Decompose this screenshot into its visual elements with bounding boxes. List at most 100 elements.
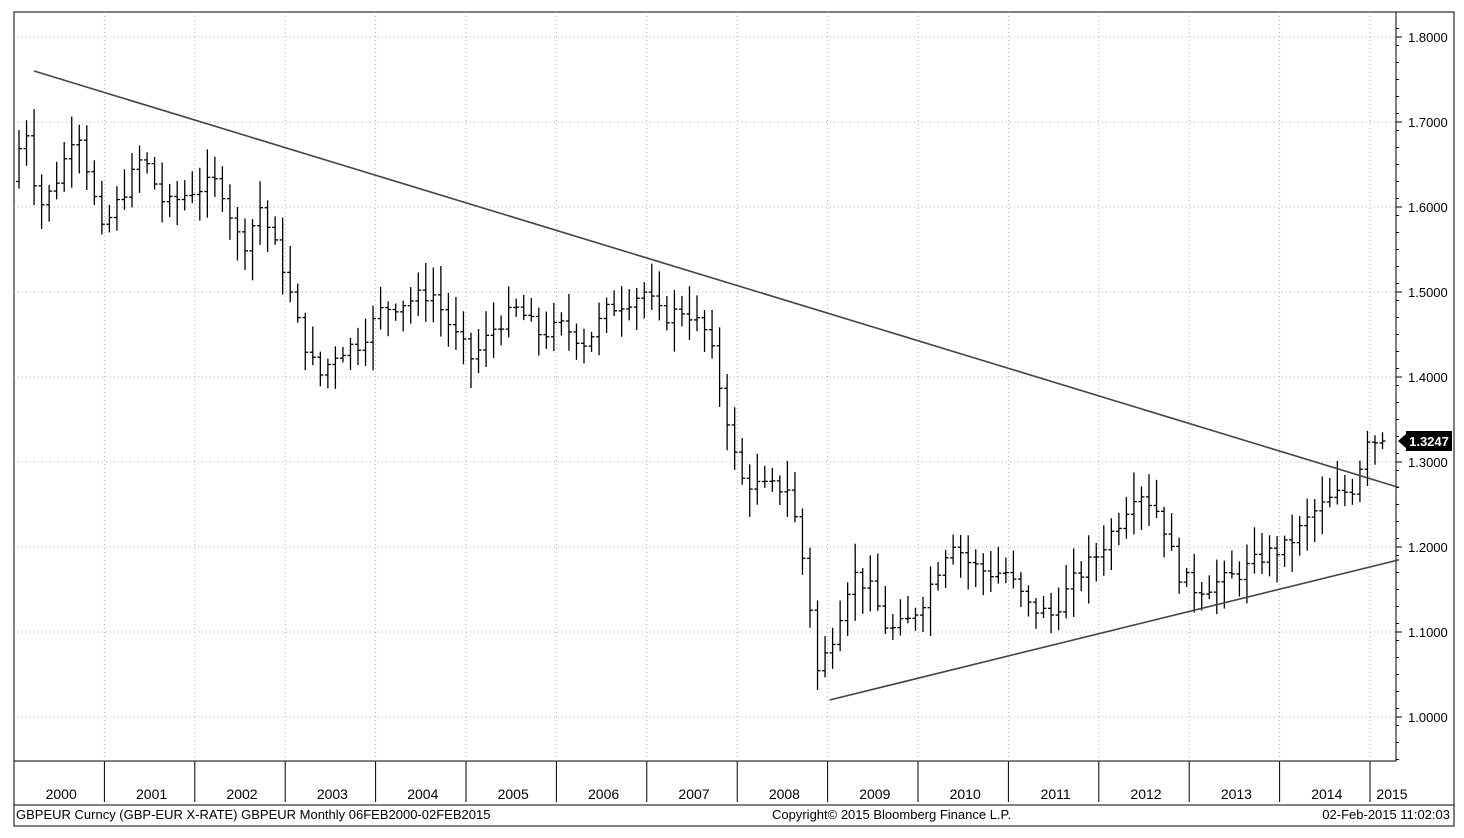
y-tick-label: 1.6000 <box>1408 200 1448 215</box>
ohlc-bar <box>83 125 90 191</box>
ohlc-bar <box>1176 537 1183 594</box>
ohlc-bar <box>400 300 407 332</box>
ohlc-bar <box>151 157 158 190</box>
ohlc-bar <box>1085 535 1092 604</box>
ohlc-bars <box>16 109 1386 690</box>
ohlc-bar <box>23 120 30 166</box>
ohlc-bar <box>633 288 640 331</box>
ohlc-bar <box>219 166 226 213</box>
ohlc-bar <box>46 184 53 222</box>
x-tick-label: 2015 <box>1376 786 1407 802</box>
ohlc-bar <box>1130 472 1137 535</box>
ohlc-bar <box>53 161 60 200</box>
ohlc-bar <box>257 181 264 245</box>
ohlc-bar <box>1206 575 1213 600</box>
ohlc-bar <box>377 287 384 330</box>
last-price-box <box>1406 431 1452 451</box>
ohlc-bar <box>279 217 286 295</box>
ohlc-bar <box>490 302 497 358</box>
ohlc-bar <box>1304 498 1311 551</box>
ohlc-bar <box>694 295 700 332</box>
ohlc-bar <box>565 293 572 351</box>
ohlc-bar <box>437 265 444 337</box>
ohlc-bar <box>1078 561 1085 592</box>
ohlc-bar <box>324 358 331 389</box>
ohlc-bar <box>392 303 399 321</box>
trendlines <box>33 70 1400 701</box>
ohlc-bar <box>882 586 889 635</box>
ohlc-bar <box>987 551 994 592</box>
ohlc-bar <box>935 561 942 591</box>
last-price-label: 1.3247 <box>1398 431 1452 451</box>
ohlc-bar <box>1010 550 1017 589</box>
ohlc-bar <box>867 555 874 612</box>
ohlc-bar <box>1311 499 1318 542</box>
ohlc-bar <box>648 263 655 311</box>
ohlc-bar <box>535 307 542 356</box>
ohlc-bar <box>709 309 716 359</box>
ohlc-bar <box>415 272 422 316</box>
x-tick-label: 2009 <box>859 786 890 802</box>
ohlc-bar <box>1259 532 1265 574</box>
x-tick-label: 2002 <box>226 786 257 802</box>
ohlc-bar <box>656 271 663 321</box>
ohlc-bar <box>370 305 377 371</box>
ohlc-bar <box>588 331 595 352</box>
x-tick-label: 2012 <box>1130 786 1161 802</box>
ohlc-bar <box>581 328 587 364</box>
ohlc-bar <box>98 180 105 235</box>
ohlc-bar <box>799 508 806 575</box>
ohlc-bar <box>611 290 618 316</box>
ohlc-bar <box>596 302 603 356</box>
ohlc-bar <box>746 464 753 517</box>
y-tick-label: 1.1000 <box>1408 625 1448 640</box>
ohlc-bar <box>1115 512 1122 546</box>
trendline-resistance <box>33 70 1400 489</box>
ohlc-bar <box>422 263 429 322</box>
ohlc-bar <box>1326 477 1333 508</box>
plot-frame <box>13 11 1397 762</box>
ohlc-bar <box>174 180 181 226</box>
y-tick-label: 1.5000 <box>1408 285 1448 300</box>
ohlc-bar <box>1002 557 1009 584</box>
ohlc-bar <box>558 312 565 336</box>
ohlc-bar <box>475 329 482 374</box>
ohlc-bar <box>1198 582 1205 611</box>
ohlc-bar <box>784 460 791 517</box>
ohlc-bar <box>1379 432 1386 450</box>
ohlc-bar <box>1251 527 1258 574</box>
ohlc-bar <box>76 124 83 174</box>
ohlc-bar <box>1063 565 1070 619</box>
ohlc-bar <box>897 599 904 636</box>
ohlc-bar <box>362 318 369 366</box>
ohlc-bar <box>1356 460 1363 503</box>
ohlc-bar <box>1123 496 1130 539</box>
ohlc-bar <box>603 297 610 334</box>
ohlc-bar <box>242 218 248 270</box>
ohlc-bar <box>332 346 339 389</box>
ohlc-bar <box>204 149 211 218</box>
ohlc-bar <box>1033 597 1039 629</box>
ohlc-bar <box>1364 430 1371 486</box>
ohlc-bar <box>1108 518 1115 571</box>
ohlc-bar <box>483 311 490 368</box>
ohlc-bar <box>807 547 813 628</box>
ohlc-bar <box>1319 476 1326 535</box>
ohlc-bar <box>573 323 580 360</box>
y-axis: 1.8000 1.7000 1.6000 1.5000 1.4000 1.3000 1.20… <box>1396 28 1448 760</box>
ohlc-bar <box>106 204 113 233</box>
ohlc-bar <box>1236 561 1243 597</box>
ohlc-bar <box>874 553 881 611</box>
ohlc-bar <box>663 296 670 331</box>
ohlc-bar <box>739 438 746 485</box>
ohlc-bar <box>731 407 738 470</box>
y-tick-label: 1.8000 <box>1408 30 1448 45</box>
y-tick-label: 1.7000 <box>1408 115 1448 130</box>
y-tick-label: 1.3000 <box>1408 455 1448 470</box>
ohlc-bar <box>1289 514 1296 572</box>
ohlc-bar <box>920 596 926 632</box>
ohlc-bar <box>407 287 414 324</box>
ohlc-bar <box>1372 435 1378 465</box>
ohlc-bar <box>287 245 294 303</box>
ohlc-bar <box>189 171 196 204</box>
